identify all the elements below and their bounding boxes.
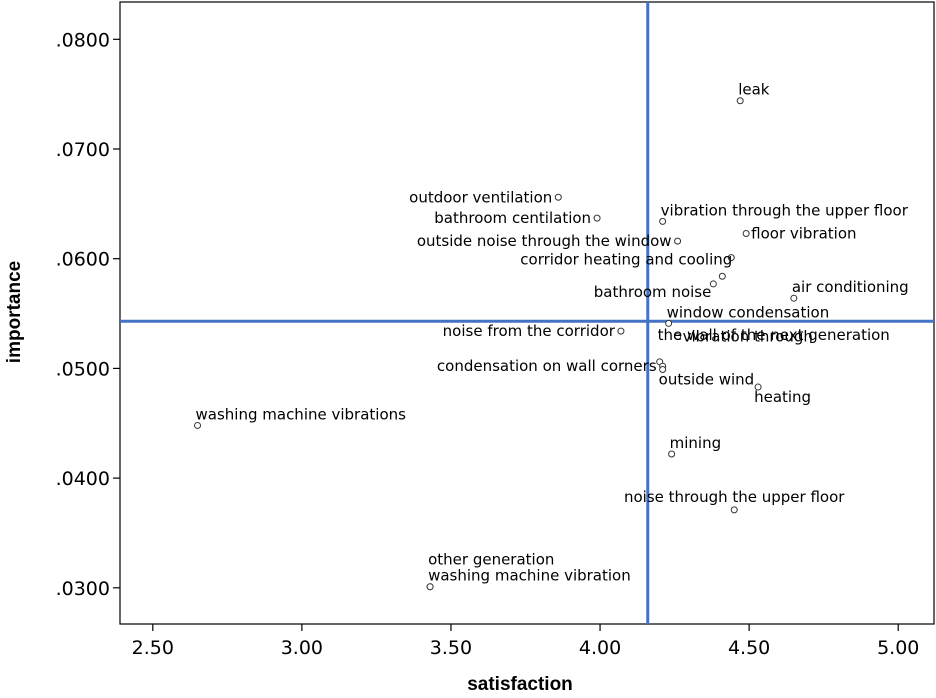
point-label-14: condensation on wall corners: [437, 357, 657, 375]
point-label-1: outdoor ventilation: [409, 188, 552, 206]
data-point-6: [727, 254, 735, 262]
x-tick-label-1: 3.00: [281, 637, 323, 659]
x-tick-label-3: 4.00: [579, 637, 621, 659]
data-point-1: [554, 193, 562, 201]
data-point-9: [790, 294, 798, 302]
point-label-5: outside noise through the window: [417, 232, 672, 250]
point-label-19: noise through the upper floor: [624, 488, 845, 506]
point-label-13: the wall of the next generation: [658, 326, 890, 344]
y-axis-title: importance: [4, 261, 25, 363]
y-tick-label-3: .0600: [56, 249, 110, 271]
data-point-12: [674, 333, 682, 341]
point-label-16: heating: [754, 388, 811, 406]
data-point-10: [665, 319, 673, 327]
data-point-5: [674, 237, 682, 245]
data-points: leak outdoor ventilation bathroom centilat…: [194, 81, 909, 591]
x-tick-label-4: 4.50: [728, 637, 770, 659]
point-label-10: window condensation: [667, 303, 830, 321]
data-point-19: [730, 506, 738, 514]
data-point-16: [754, 383, 762, 391]
data-point-18: [668, 450, 676, 458]
point-label-2: bathroom centilation: [434, 209, 591, 227]
y-tick-label-1: .0400: [56, 468, 110, 490]
data-point-7: [718, 272, 726, 280]
data-point-15: [659, 365, 667, 373]
x-axis-title: satisfaction: [467, 674, 573, 695]
point-label-8: bathroom noise: [594, 283, 712, 301]
data-point-0: [736, 97, 744, 105]
reference-lines: [120, 2, 934, 624]
point-label-15: outside wind: [659, 370, 755, 388]
data-point-4: [742, 229, 750, 237]
data-point-3: [659, 217, 667, 225]
x-tick-label-2: 3.50: [430, 637, 472, 659]
point-label-4: floor vibration: [751, 224, 856, 242]
y-tick-label-0: .0300: [56, 578, 110, 600]
point-label-17: washing machine vibrations: [196, 405, 407, 423]
y-tick-label-5: .0800: [56, 29, 110, 51]
point-label-3: vibration through the upper floor: [661, 201, 909, 219]
point-label-20: washing machine vibration: [428, 567, 631, 585]
point-label-12: vibration through: [683, 328, 813, 346]
data-point-2: [593, 214, 601, 222]
data-point-8: [709, 280, 717, 288]
point-label-0: leak: [738, 81, 770, 99]
point-label-7: corridor heating and cooling: [520, 250, 732, 268]
axis-ticks: 2.50 3.00 3.50 4.00 4.50 5.00 .0300 .0400 .0500.…: [56, 29, 920, 659]
point-label-9: air conditioning: [792, 278, 909, 296]
data-point-21: [426, 583, 434, 591]
plot-area: [119, 1, 935, 625]
point-label-21: other generation: [428, 551, 554, 569]
data-point-11: [617, 327, 625, 335]
point-label-11: noise from the corridor: [443, 322, 616, 340]
x-tick-label-0: 2.50: [132, 637, 174, 659]
x-tick-label-5: 5.00: [877, 637, 919, 659]
point-label-18: mining: [670, 434, 721, 452]
y-tick-label-2: .0500: [56, 358, 110, 380]
data-point-17: [194, 421, 202, 429]
y-tick-label-4: .0700: [56, 139, 110, 161]
